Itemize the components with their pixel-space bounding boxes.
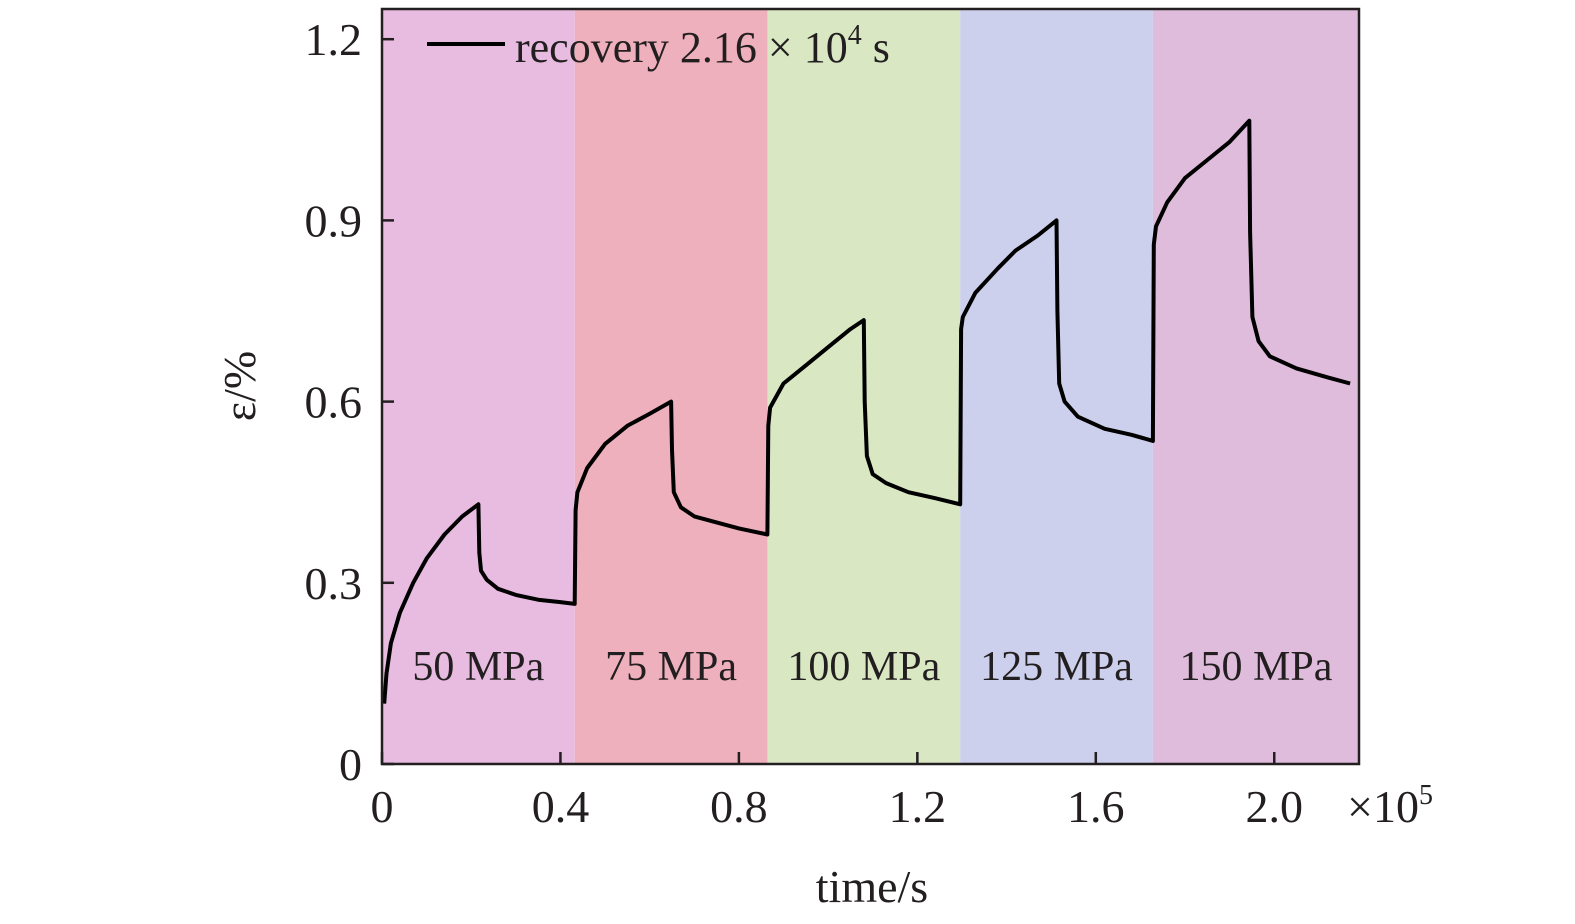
x-tick-label-1: 0.4 <box>532 781 590 832</box>
x-tick-label-4: 1.6 <box>1067 781 1125 832</box>
stage-label-5: 150 MPa <box>1180 644 1333 690</box>
stage-band-1 <box>382 9 575 764</box>
x-tick-label-2: 0.8 <box>710 781 768 832</box>
stage-label-1: 50 MPa <box>412 644 544 690</box>
series-line-1 <box>382 118 1351 704</box>
stage-band-4 <box>960 9 1153 764</box>
y-tick-label-1: 0.3 <box>305 558 363 609</box>
x-tick-label-3: 1.2 <box>889 781 947 832</box>
x-axis-multiplier-exponent: 5 <box>1419 780 1433 811</box>
stage-label-3: 100 MPa <box>787 644 940 690</box>
x-axis-multiplier-base: ×10 <box>1347 781 1419 832</box>
stage-labels: 50 MPa 75 MPa 100 MPa 125 MPa 150 MPa <box>412 644 1332 690</box>
y-tick-label-4: 1.2 <box>305 14 363 65</box>
stage-label-4: 125 MPa <box>980 644 1133 690</box>
legend-label-unit: s <box>862 23 890 72</box>
legend-label-exponent: 4 <box>848 20 862 51</box>
x-axis: 0 0.4 0.8 1.2 1.6 2.0 <box>371 752 1303 832</box>
stage-bands <box>382 9 1359 764</box>
stage-band-2 <box>574 9 768 764</box>
legend-label-main: recovery 2.16 × 10 <box>515 23 848 72</box>
stage-label-2: 75 MPa <box>605 644 737 690</box>
x-tick-label-0: 0 <box>371 781 394 832</box>
x-axis-title: time/s <box>816 861 928 912</box>
y-axis: 0 0.3 0.6 0.9 1.2 <box>305 14 394 790</box>
series-layer <box>382 118 1351 704</box>
stage-band-5 <box>1152 9 1359 764</box>
plot-frame <box>380 7 1361 766</box>
legend: recovery 2.16 × 104 s <box>427 20 890 72</box>
y-axis-title: ε/% <box>214 351 265 421</box>
legend-label: recovery 2.16 × 104 s <box>515 20 890 72</box>
y-tick-label-0: 0 <box>339 739 362 790</box>
x-axis-multiplier: ×105 <box>1347 780 1433 832</box>
y-tick-label-2: 0.6 <box>305 377 363 428</box>
x-tick-label-5: 2.0 <box>1245 781 1303 832</box>
y-tick-label-3: 0.9 <box>305 195 363 246</box>
